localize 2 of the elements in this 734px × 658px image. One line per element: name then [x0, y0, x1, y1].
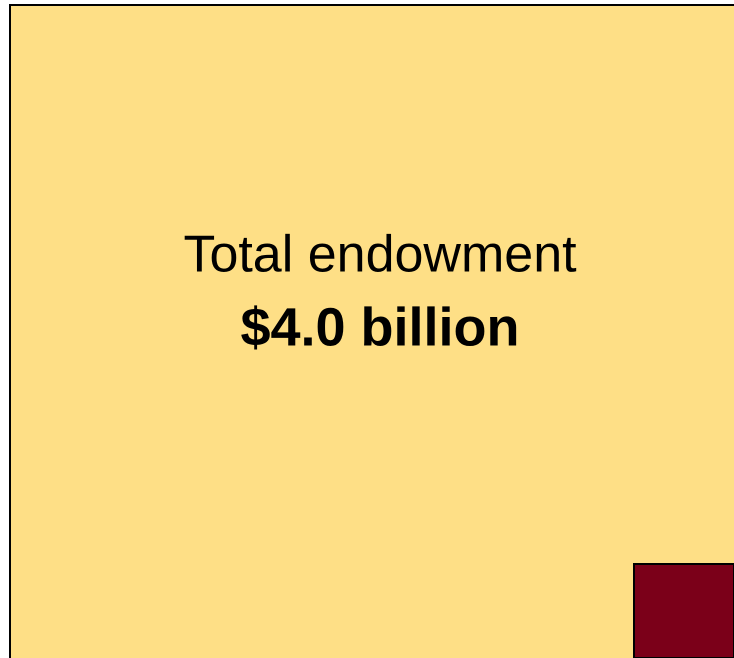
data-label: $4.0 billion	[240, 297, 520, 358]
category-label: Total endowment	[183, 225, 578, 284]
